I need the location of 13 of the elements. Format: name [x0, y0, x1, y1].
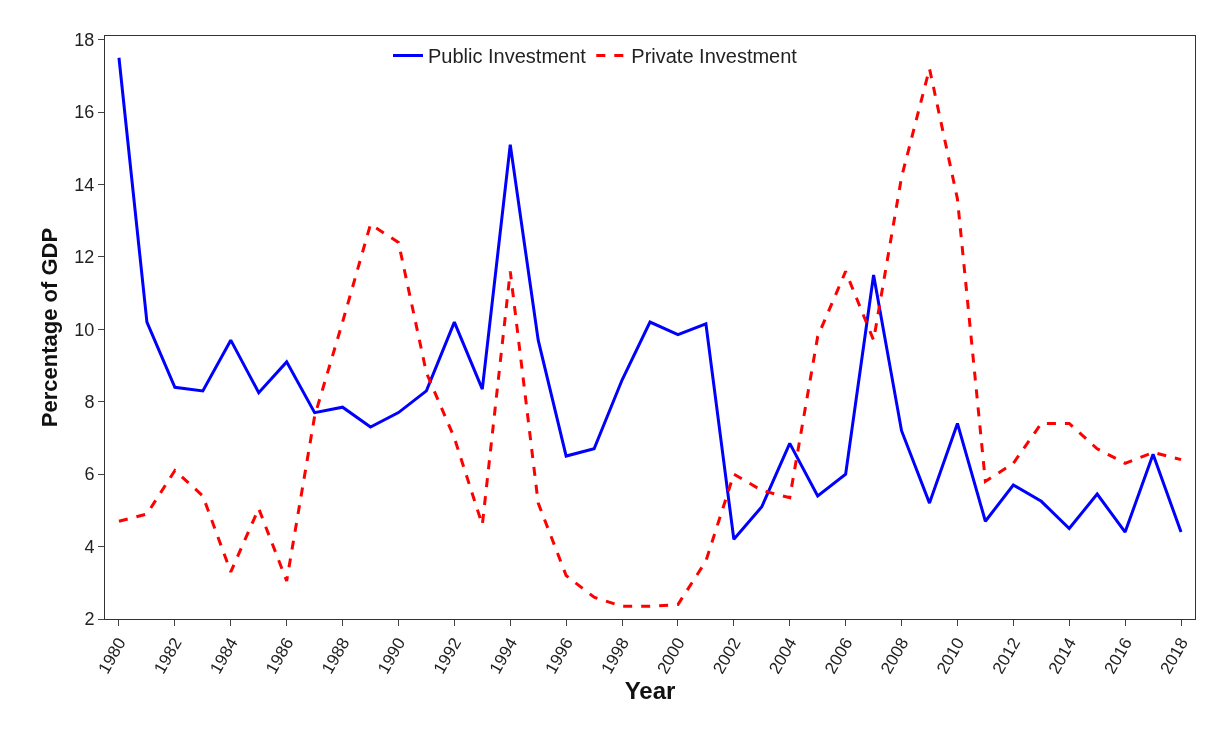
y-tick-label: 2: [84, 609, 95, 630]
legend-label: Private Investment: [631, 45, 798, 68]
y-tick-label: 16: [74, 102, 95, 123]
y-tick-label: 18: [74, 29, 95, 50]
y-tick-label: 6: [84, 464, 95, 485]
y-tick-label: 4: [84, 536, 95, 557]
y-tick-label: 10: [74, 319, 95, 340]
x-axis-title: Year: [624, 676, 676, 704]
y-tick-label: 12: [74, 247, 95, 268]
y-axis-title: Percentage of GDP: [37, 227, 63, 428]
y-tick-label: 14: [74, 174, 95, 195]
legend-label: Public Investment: [428, 45, 587, 68]
y-tick-label: 8: [84, 392, 95, 413]
